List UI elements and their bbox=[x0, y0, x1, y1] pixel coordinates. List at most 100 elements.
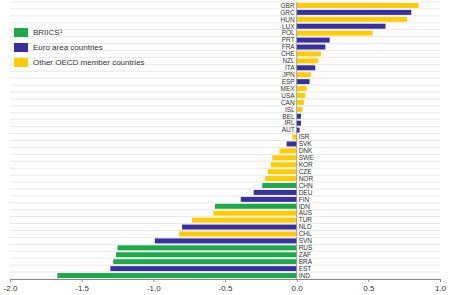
grid-line bbox=[10, 258, 440, 259]
bar bbox=[110, 266, 296, 271]
legend-label: BRIICS¹ bbox=[33, 28, 63, 37]
legend-label: Other OECD member countries bbox=[33, 58, 145, 67]
x-tick-mark bbox=[225, 279, 226, 282]
x-tick: -1.0 bbox=[147, 279, 161, 293]
x-tick-label: -0.5 bbox=[219, 284, 233, 293]
grid-line bbox=[10, 78, 440, 79]
bar bbox=[297, 51, 321, 56]
bar bbox=[297, 128, 300, 133]
grid-line bbox=[10, 244, 440, 245]
bar bbox=[192, 218, 297, 223]
grid-line bbox=[10, 182, 440, 183]
grid-line bbox=[10, 71, 440, 72]
grid-line bbox=[10, 85, 440, 86]
grid-line bbox=[10, 22, 440, 23]
bar bbox=[297, 114, 301, 119]
grid-line bbox=[10, 168, 440, 169]
bar bbox=[297, 79, 310, 84]
x-tick-mark bbox=[82, 279, 83, 282]
grid-line bbox=[10, 272, 440, 273]
x-tick: 1.0 bbox=[435, 279, 447, 293]
bar bbox=[279, 148, 296, 153]
grid-line bbox=[10, 202, 440, 203]
bar bbox=[262, 183, 296, 188]
x-tick-mark bbox=[153, 279, 154, 282]
x-tick-label: -2.0 bbox=[4, 284, 18, 293]
bar bbox=[179, 231, 297, 236]
grid-line bbox=[10, 105, 440, 106]
grid-line bbox=[10, 140, 440, 141]
grid-line bbox=[10, 15, 440, 16]
bar bbox=[287, 141, 297, 146]
grid-line bbox=[10, 161, 440, 162]
bar bbox=[297, 24, 386, 29]
x-tick: -2.0 bbox=[4, 279, 18, 293]
legend-swatch bbox=[14, 28, 28, 37]
grid-line bbox=[10, 119, 440, 120]
x-tick: -0.5 bbox=[219, 279, 233, 293]
legend-swatch bbox=[14, 58, 28, 67]
grid-line bbox=[10, 265, 440, 266]
bar bbox=[116, 252, 297, 257]
bar bbox=[214, 211, 297, 216]
bar bbox=[297, 38, 330, 43]
bar bbox=[297, 45, 326, 50]
legend: BRIICS¹ Euro area countries Other OECD mem… bbox=[14, 28, 145, 67]
bar bbox=[297, 93, 306, 98]
bar bbox=[297, 3, 419, 8]
category-label: IND bbox=[299, 272, 311, 279]
x-tick: 0.5 bbox=[363, 279, 375, 293]
x-tick-mark bbox=[10, 279, 11, 282]
grid-line bbox=[10, 92, 440, 93]
grid-line bbox=[10, 216, 440, 217]
x-tick-label: 1.0 bbox=[435, 284, 447, 293]
bar bbox=[297, 72, 311, 77]
bars bbox=[57, 3, 418, 278]
bar bbox=[297, 100, 304, 105]
grid-line bbox=[10, 2, 440, 3]
bar bbox=[272, 155, 296, 160]
grid-line bbox=[10, 98, 440, 99]
legend-swatch bbox=[14, 43, 28, 52]
zero-line bbox=[296, 2, 297, 279]
x-tick-label: -1.0 bbox=[147, 284, 161, 293]
grid-line bbox=[10, 8, 440, 9]
x-tick-label: 0.5 bbox=[363, 284, 375, 293]
grid-line bbox=[10, 175, 440, 176]
x-tick: -1.5 bbox=[75, 279, 89, 293]
bar bbox=[297, 86, 307, 91]
grid-line bbox=[10, 36, 440, 37]
chart-container: GBRGRCHUNLUXPOLPRTFRACHENZLITAJPNESPMEXU… bbox=[0, 0, 464, 295]
bar bbox=[297, 17, 407, 22]
grid-line bbox=[10, 237, 440, 238]
grid-line bbox=[10, 195, 440, 196]
grid-line bbox=[10, 112, 440, 113]
grid-line bbox=[10, 147, 440, 148]
bar bbox=[297, 58, 319, 63]
legend-item: BRIICS¹ bbox=[14, 28, 63, 37]
bar bbox=[57, 273, 296, 278]
x-tick-mark bbox=[440, 279, 441, 282]
grid bbox=[10, 2, 440, 279]
x-tick-label: -1.5 bbox=[75, 284, 89, 293]
bar bbox=[113, 259, 296, 264]
x-tick: 0.0 bbox=[292, 279, 304, 293]
grid-line bbox=[10, 29, 440, 30]
bar bbox=[215, 204, 297, 209]
x-tick-label: 0.0 bbox=[292, 284, 304, 293]
legend-item: Euro area countries bbox=[14, 43, 103, 52]
grid-line bbox=[10, 188, 440, 189]
x-tick-mark bbox=[368, 279, 369, 282]
bar bbox=[118, 245, 297, 250]
legend-label: Euro area countries bbox=[33, 43, 103, 52]
grid-line bbox=[10, 133, 440, 134]
legend-item: Other OECD member countries bbox=[14, 58, 145, 67]
bar bbox=[182, 225, 297, 230]
bar bbox=[254, 190, 297, 195]
grid-line bbox=[10, 154, 440, 155]
bar bbox=[265, 176, 297, 181]
bar bbox=[297, 121, 301, 126]
bar bbox=[297, 107, 303, 112]
grid-line bbox=[10, 223, 440, 224]
bar bbox=[292, 135, 296, 140]
